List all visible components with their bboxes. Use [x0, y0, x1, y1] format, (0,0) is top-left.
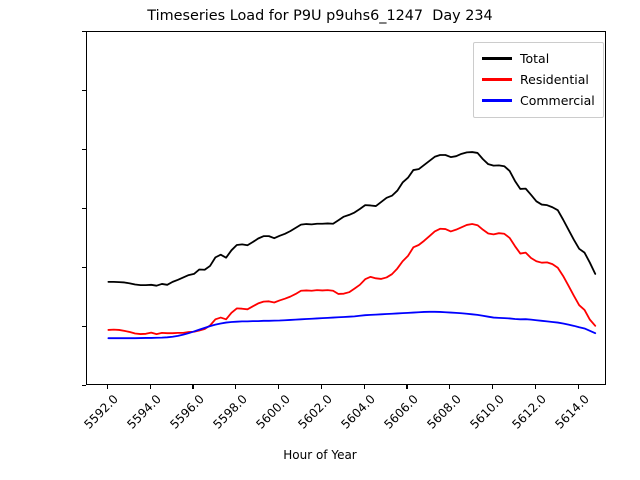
x-tick-mark [192, 385, 194, 389]
x-axis-label: Hour of Year [283, 448, 357, 462]
x-tick-label: 5600.0 [252, 392, 293, 432]
x-tick-label: 5592.0 [81, 392, 122, 432]
x-tick-label: 5612.0 [509, 392, 550, 432]
plot-lines [107, 151, 597, 340]
y-tick-mark [82, 384, 86, 386]
x-tick-label: 5598.0 [210, 392, 250, 432]
legend-item: Commercial [482, 90, 595, 111]
y-tick-mark [82, 30, 86, 32]
x-tick-mark [278, 385, 280, 389]
x-tick-label: 5604.0 [338, 392, 379, 432]
legend-item: Total [482, 48, 595, 69]
legend-label: Residential [520, 72, 589, 87]
chart-title: Timeseries Load for P9U p9uhs6_1247 Day … [147, 8, 493, 24]
x-tick-mark [363, 385, 365, 389]
x-tick-label: 5594.0 [124, 392, 165, 432]
x-tick-label: 5596.0 [167, 392, 207, 432]
x-tick-label: 5610.0 [466, 392, 507, 432]
x-tick-mark [449, 385, 451, 389]
chart-legend: Total Residential Commercial [473, 42, 604, 118]
x-tick-mark [320, 385, 322, 389]
x-tick-mark [406, 385, 408, 389]
series-line-commercial [107, 310, 597, 340]
x-tick-label: 5614.0 [552, 392, 593, 432]
legend-color-swatch [482, 57, 512, 60]
legend-item: Residential [482, 69, 595, 90]
x-tick-mark [534, 385, 536, 389]
legend-label: Total [520, 51, 550, 66]
x-tick-label: 5608.0 [424, 392, 464, 432]
y-axis-label: kW total [0, 189, 4, 241]
x-tick-mark [577, 385, 579, 389]
x-tick-mark [235, 385, 237, 389]
x-tick-label: 5606.0 [381, 392, 421, 432]
y-tick-mark [82, 148, 86, 150]
legend-color-swatch [482, 78, 512, 81]
y-tick-mark [82, 325, 86, 327]
y-tick-mark [82, 266, 86, 268]
y-tick-mark [82, 89, 86, 91]
x-tick-mark [149, 385, 151, 389]
y-tick-mark [82, 207, 86, 209]
legend-color-swatch [482, 99, 512, 102]
x-tick-mark [492, 385, 494, 389]
legend-label: Commercial [520, 93, 595, 108]
series-line-total [107, 151, 597, 287]
x-tick-label: 5602.0 [295, 392, 336, 432]
x-tick-mark [106, 385, 108, 389]
